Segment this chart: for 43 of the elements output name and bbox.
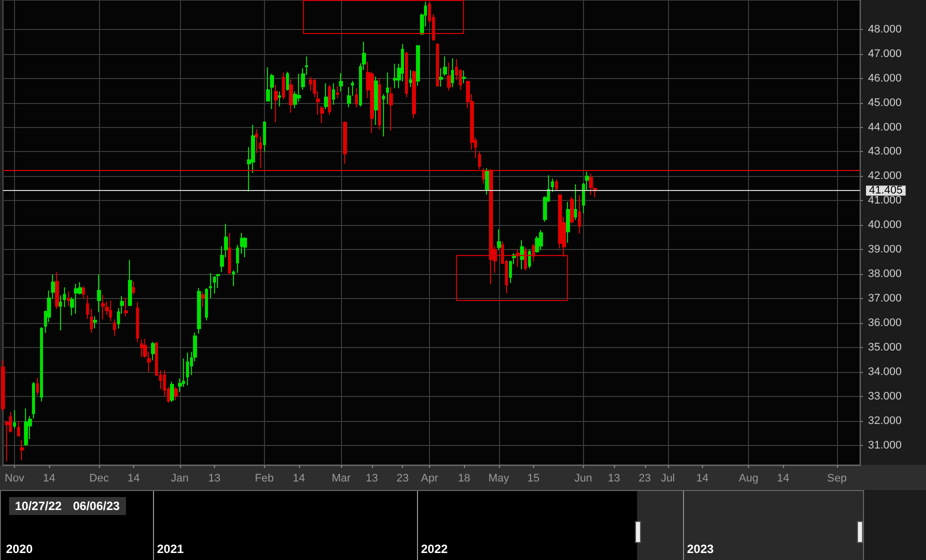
- y-tick-label: 48.000: [868, 23, 902, 36]
- x-tick-label: Sep: [827, 472, 847, 484]
- y-tick-label: 45.000: [868, 96, 902, 109]
- x-tick-label: 13: [208, 472, 220, 484]
- range-navigator: 10/27/22 06/06/23 2020 2021 2022 2023: [0, 490, 864, 560]
- x-tick-label: Aug: [738, 472, 758, 484]
- y-tick-label: 44.000: [868, 121, 902, 134]
- x-tick-label: Dec: [89, 472, 110, 484]
- y-tick-label: 32.000: [868, 414, 902, 427]
- y-tick-label: 41.000: [868, 194, 902, 207]
- y-tick-label: 39.000: [868, 244, 902, 256]
- y-tick-label: 33.000: [868, 390, 902, 402]
- x-tick-label: 23: [396, 472, 409, 484]
- y-tick-label: 40.000: [868, 219, 902, 232]
- y-tick-label: 47.000: [868, 48, 902, 60]
- x-tick-label: Nov: [4, 472, 25, 484]
- y-tick-label: 38.000: [868, 268, 902, 280]
- x-tick-label: 18: [458, 472, 470, 484]
- y-tick-label: 31.000: [868, 439, 902, 452]
- x-tick-label: 14: [42, 472, 56, 484]
- y-tick-label: 36.000: [868, 317, 902, 330]
- y-tick-label: 42.000: [868, 170, 902, 182]
- x-tick-label: 14: [696, 472, 709, 484]
- y-tick-label: 43.000: [868, 146, 902, 158]
- x-tick-label: May: [488, 472, 510, 484]
- x-tick-label: Jun: [574, 472, 592, 484]
- x-tick-label: Jul: [660, 472, 675, 484]
- x-tick-label: 14: [292, 472, 306, 484]
- x-tick-label: Mar: [332, 472, 351, 484]
- ref-line-label: 41.405: [869, 184, 903, 197]
- x-tick-label: Jan: [170, 472, 189, 484]
- y-tick-label: 37.000: [868, 292, 902, 305]
- x-tick-label: 13: [366, 472, 378, 484]
- y-tick-label: 46.000: [868, 72, 902, 84]
- x-tick-label: 14: [777, 472, 790, 484]
- x-tick-label: 13: [608, 472, 620, 484]
- y-tick-label: 35.000: [868, 342, 902, 354]
- x-tick-label: Feb: [254, 472, 274, 484]
- x-tick-label: Apr: [421, 472, 438, 484]
- y-tick-label: 34.000: [868, 366, 902, 378]
- x-tick-label: 23: [638, 472, 651, 484]
- x-tick-label: 14: [128, 472, 140, 484]
- x-tick-label: 15: [527, 472, 540, 484]
